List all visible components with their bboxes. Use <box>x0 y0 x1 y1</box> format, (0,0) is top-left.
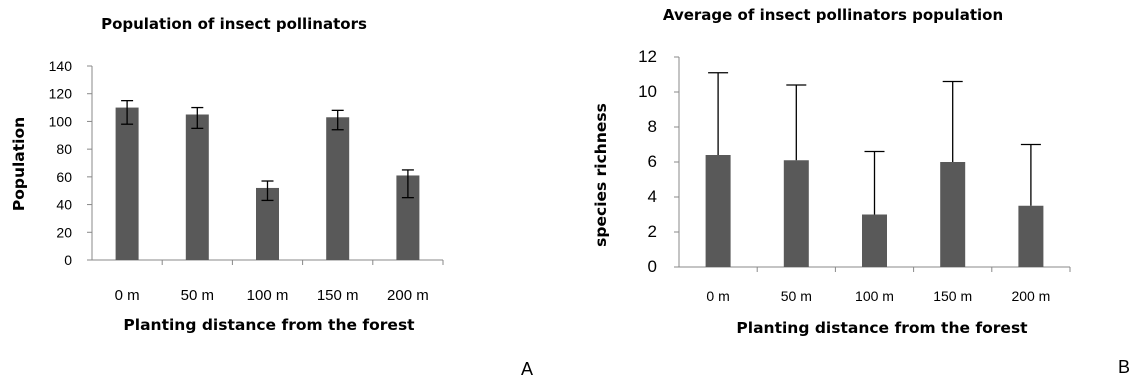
chart-a-y-tick-label: 120 <box>49 86 73 102</box>
chart-a-y-tick-label: 100 <box>49 113 73 129</box>
chart-b-x-tick-label: 0 m <box>706 288 729 304</box>
chart-b-y-tick-label: 12 <box>638 47 657 66</box>
chart-b-y-tick-label: 8 <box>648 117 657 136</box>
chart-b-y-tick-label: 4 <box>648 187 657 206</box>
chart-a-y-tick-label: 20 <box>56 224 72 240</box>
chart-a: Population of insect pollinators Populat… <box>10 15 533 379</box>
chart-b-bar <box>862 214 887 267</box>
chart-a-bar <box>185 114 209 260</box>
chart-b-x-tick-label: 200 m <box>1011 288 1050 304</box>
chart-b-bar <box>783 160 809 267</box>
chart-b-y-tick-label: 10 <box>638 82 657 101</box>
chart-a-title: Population of insect pollinators <box>101 15 367 33</box>
chart-b-title: Average of insect pollinators population <box>663 6 1003 24</box>
chart-a-x-tick-label: 50 m <box>181 287 214 304</box>
chart-b-bar <box>705 155 731 267</box>
chart-a-bar <box>256 187 279 260</box>
chart-a-panel-label: A <box>521 359 533 379</box>
chart-b: Average of insect pollinators population… <box>592 6 1130 377</box>
chart-b-y-tick-label: 6 <box>648 152 657 171</box>
chart-a-x-axis-title: Planting distance from the forest <box>123 316 415 334</box>
chart-b-y-tick-label: 2 <box>648 222 657 241</box>
chart-b-y-tick-label: 0 <box>648 257 657 276</box>
chart-a-y-tick-label: 140 <box>49 58 73 74</box>
chart-a-x-tick-label: 100 m <box>247 287 289 304</box>
chart-a-x-tick-label: 150 m <box>317 287 359 304</box>
chart-a-y-tick-label: 60 <box>56 169 72 185</box>
chart-a-y-tick-label: 0 <box>64 252 72 268</box>
chart-a-bar <box>115 107 139 260</box>
chart-b-bar <box>940 162 966 267</box>
chart-b-x-tick-label: 150 m <box>933 288 972 304</box>
chart-a-y-tick-label: 80 <box>56 141 72 157</box>
chart-a-y-axis-title: Population <box>10 117 28 211</box>
chart-b-x-tick-label: 50 m <box>781 288 812 304</box>
chart-b-x-tick-label: 100 m <box>855 288 894 304</box>
chart-a-y-tick-label: 40 <box>56 197 72 213</box>
chart-a-bar <box>326 117 350 261</box>
chart-b-panel-label: B <box>1118 357 1130 377</box>
chart-b-y-axis-title: species richness <box>592 103 610 247</box>
chart-a-bar <box>396 175 420 260</box>
chart-a-x-tick-label: 200 m <box>387 287 429 304</box>
chart-b-bar <box>1018 205 1044 267</box>
chart-a-x-tick-label: 0 m <box>115 287 140 304</box>
chart-b-x-axis-title: Planting distance from the forest <box>736 319 1028 337</box>
